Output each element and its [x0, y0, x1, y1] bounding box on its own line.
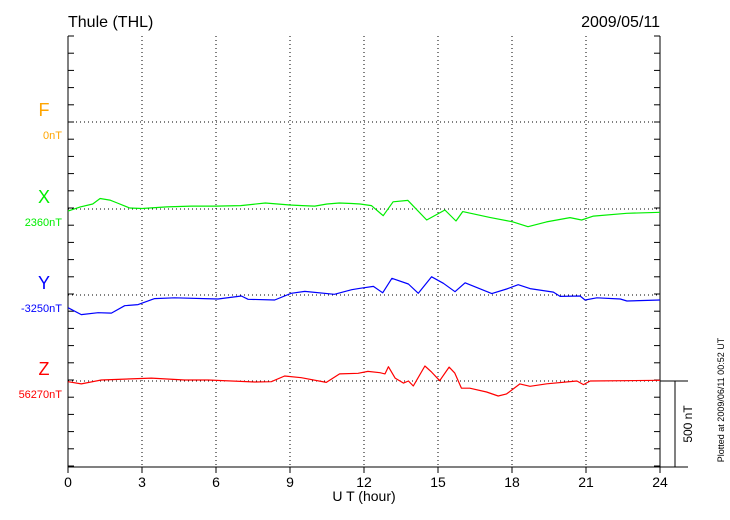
- x-tick-label: 3: [138, 474, 146, 490]
- x-tick-label: 24: [652, 474, 668, 490]
- series-name-f: F: [39, 100, 50, 120]
- station-title: Thule (THL): [68, 14, 153, 31]
- x-tick-label: 21: [578, 474, 594, 490]
- series-line-y: [67, 276, 661, 316]
- x-tick-label: 6: [212, 474, 220, 490]
- plotted-at-note: Plotted at 2009/06/11 00:52 UT: [716, 337, 726, 462]
- series-lines: [67, 197, 661, 397]
- x-tick-labels: 0 3 6 9 12 15 18 21 24: [64, 474, 668, 490]
- series-baseline-z: 56270nT: [19, 389, 63, 401]
- x-tick-label: 18: [504, 474, 520, 490]
- series-baseline-x: 2360nT: [25, 217, 63, 229]
- x-tick-label: 15: [430, 474, 446, 490]
- scale-bar-label: 500 nT: [681, 405, 695, 443]
- x-tick-label: 9: [286, 474, 294, 490]
- series-line-z: [67, 365, 661, 397]
- series-name-x: X: [38, 187, 50, 207]
- series-name-z: Z: [39, 359, 50, 379]
- series-line-x: [67, 197, 661, 228]
- date-label: 2009/05/11: [581, 14, 660, 31]
- grid: [68, 36, 660, 467]
- x-tick-label: 12: [356, 474, 372, 490]
- series-baseline-y: -3250nT: [21, 303, 62, 315]
- series-baseline-f: 0nT: [43, 130, 62, 142]
- x-tick-label: 0: [64, 474, 72, 490]
- axes: [67, 35, 661, 473]
- x-axis-label: U T (hour): [332, 488, 395, 504]
- series-labels: F 0nT X 2360nT Y -3250nT Z 56270nT: [19, 100, 63, 401]
- scale-bar: 500 nT: [660, 380, 695, 468]
- series-name-y: Y: [38, 273, 50, 293]
